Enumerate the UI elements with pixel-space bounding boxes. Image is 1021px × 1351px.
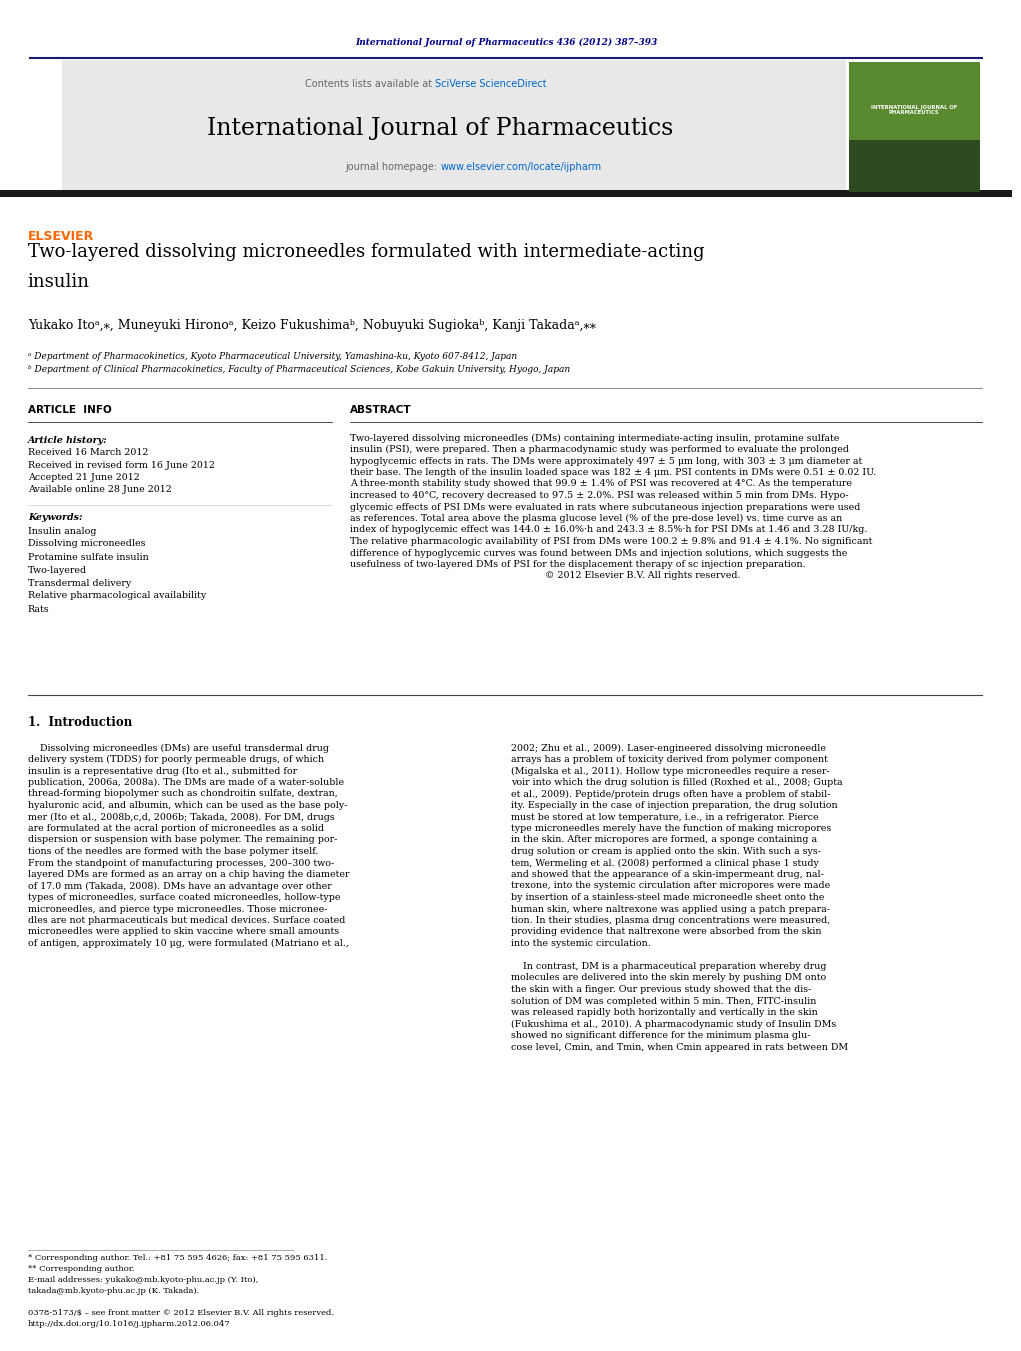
Text: www.elsevier.com/locate/ijpharm: www.elsevier.com/locate/ijpharm [440, 162, 601, 172]
Text: Article history:: Article history: [28, 435, 107, 444]
Text: Relative pharmacological availability: Relative pharmacological availability [28, 592, 206, 600]
Text: solution of DM was completed within 5 min. Then, FITC-insulin: solution of DM was completed within 5 mi… [510, 997, 816, 1005]
Text: Two-layered dissolving microneedles (DMs) containing intermediate-acting insulin: Two-layered dissolving microneedles (DMs… [350, 434, 839, 443]
Text: hyaluronic acid, and albumin, which can be used as the base poly-: hyaluronic acid, and albumin, which can … [28, 801, 347, 811]
Text: providing evidence that naltrexone were absorbed from the skin: providing evidence that naltrexone were … [510, 928, 821, 936]
Text: types of microneedles, surface coated microneedles, hollow-type: types of microneedles, surface coated mi… [28, 893, 340, 902]
Text: ᵇ Department of Clinical Pharmacokinetics, Faculty of Pharmaceutical Sciences, K: ᵇ Department of Clinical Pharmacokinetic… [28, 366, 570, 374]
Text: Received in revised form 16 June 2012: Received in revised form 16 June 2012 [28, 461, 214, 470]
Text: E-mail addresses: yukako@mb.kyoto-phu.ac.jp (Y. Ito),: E-mail addresses: yukako@mb.kyoto-phu.ac… [28, 1275, 258, 1283]
Text: International Journal of Pharmaceutics 436 (2012) 387–393: International Journal of Pharmaceutics 4… [355, 38, 658, 46]
Text: SciVerse ScienceDirect: SciVerse ScienceDirect [435, 78, 547, 89]
Text: of 17.0 mm (Takada, 2008). DMs have an advantage over other: of 17.0 mm (Takada, 2008). DMs have an a… [28, 881, 332, 890]
Text: tem, Wermeling et al. (2008) performed a clinical phase 1 study: tem, Wermeling et al. (2008) performed a… [510, 858, 819, 867]
Text: Dissolving microneedles (DMs) are useful transdermal drug: Dissolving microneedles (DMs) are useful… [28, 743, 329, 753]
Text: drug solution or cream is applied onto the skin. With such a sys-: drug solution or cream is applied onto t… [510, 847, 821, 857]
Text: ABSTRACT: ABSTRACT [350, 405, 411, 415]
Text: Transdermal delivery: Transdermal delivery [28, 578, 131, 588]
Text: Two-layered: Two-layered [28, 566, 87, 574]
Text: was released rapidly both horizontally and vertically in the skin: was released rapidly both horizontally a… [510, 1008, 818, 1017]
Text: ᵃ Department of Pharmacokinetics, Kyoto Pharmaceutical University, Yamashina-ku,: ᵃ Department of Pharmacokinetics, Kyoto … [28, 351, 517, 361]
Text: glycemic effects of PSI DMs were evaluated in rats where subcutaneous injection : glycemic effects of PSI DMs were evaluat… [350, 503, 861, 512]
Bar [62, 59, 845, 190]
Text: publication, 2006a, 2008a). The DMs are made of a water-soluble: publication, 2006a, 2008a). The DMs are … [28, 778, 344, 788]
Text: Received 16 March 2012: Received 16 March 2012 [28, 449, 148, 458]
Text: as references. Total area above the plasma glucose level (% of the pre-dose leve: as references. Total area above the plas… [350, 513, 842, 523]
Text: thread-forming biopolymer such as chondroitin sulfate, dextran,: thread-forming biopolymer such as chondr… [28, 789, 338, 798]
Text: International Journal of Pharmaceutics: International Journal of Pharmaceutics [207, 116, 674, 139]
Text: tions of the needles are formed with the base polymer itself.: tions of the needles are formed with the… [28, 847, 319, 857]
Text: INTERNATIONAL JOURNAL OF
PHARMACEUTICS: INTERNATIONAL JOURNAL OF PHARMACEUTICS [871, 104, 958, 115]
Text: increased to 40°C, recovery decreased to 97.5 ± 2.0%. PSI was released within 5 : increased to 40°C, recovery decreased to… [350, 490, 848, 500]
Text: their base. The length of the insulin loaded space was 182 ± 4 μm. PSI contents : their base. The length of the insulin lo… [350, 467, 876, 477]
Text: Yukako Itoᵃ,⁎, Muneyuki Hironoᵃ, Keizo Fukushimaᵇ, Nobuyuki Sugiokaᵇ, Kanji Taka: Yukako Itoᵃ,⁎, Muneyuki Hironoᵃ, Keizo F… [28, 319, 596, 331]
Text: ELSEVIER: ELSEVIER [28, 231, 94, 243]
Text: (Migalska et al., 2011). Hollow type microneedles require a reser-: (Migalska et al., 2011). Hollow type mic… [510, 766, 829, 775]
Text: tion. In their studies, plasma drug concentrations were measured,: tion. In their studies, plasma drug conc… [510, 916, 830, 925]
Text: Keywords:: Keywords: [28, 513, 83, 523]
Text: type microneedles merely have the function of making micropores: type microneedles merely have the functi… [510, 824, 831, 834]
Text: ity. Especially in the case of injection preparation, the drug solution: ity. Especially in the case of injection… [510, 801, 837, 811]
Bar [848, 141, 980, 192]
Text: (Fukushima et al., 2010). A pharmacodynamic study of Insulin DMs: (Fukushima et al., 2010). A pharmacodyna… [510, 1020, 836, 1028]
Text: journal homepage:: journal homepage: [345, 162, 440, 172]
Text: Accepted 21 June 2012: Accepted 21 June 2012 [28, 473, 140, 481]
Text: delivery system (TDDS) for poorly permeable drugs, of which: delivery system (TDDS) for poorly permea… [28, 755, 324, 765]
Text: layered DMs are formed as an array on a chip having the diameter: layered DMs are formed as an array on a … [28, 870, 349, 880]
Text: Dissolving microneedles: Dissolving microneedles [28, 539, 145, 549]
Text: 0378-5173/$ – see front matter © 2012 Elsevier B.V. All rights reserved.: 0378-5173/$ – see front matter © 2012 El… [28, 1309, 334, 1317]
Text: In contrast, DM is a pharmaceutical preparation whereby drug: In contrast, DM is a pharmaceutical prep… [510, 962, 826, 971]
Text: The relative pharmacologic availability of PSI from DMs were 100.2 ± 9.8% and 91: The relative pharmacologic availability … [350, 536, 872, 546]
Text: ** Corresponding author.: ** Corresponding author. [28, 1265, 135, 1273]
Text: and showed that the appearance of a skin-impermeant drug, nal-: and showed that the appearance of a skin… [510, 870, 824, 880]
Text: cose level, Cmin, and Tmin, when Cmin appeared in rats between DM: cose level, Cmin, and Tmin, when Cmin ap… [510, 1043, 847, 1051]
Text: human skin, where naltrexone was applied using a patch prepara-: human skin, where naltrexone was applied… [510, 905, 830, 913]
Text: the skin with a finger. Our previous study showed that the dis-: the skin with a finger. Our previous stu… [510, 985, 811, 994]
Text: usefulness of two-layered DMs of PSI for the displacement therapy of sc injectio: usefulness of two-layered DMs of PSI for… [350, 561, 806, 569]
Text: in the skin. After micropores are formed, a sponge containing a: in the skin. After micropores are formed… [510, 835, 817, 844]
Text: Two-layered dissolving microneedles formulated with intermediate-acting: Two-layered dissolving microneedles form… [28, 243, 704, 261]
Text: Available online 28 June 2012: Available online 28 June 2012 [28, 485, 172, 493]
Text: * Corresponding author. Tel.: +81 75 595 4626; fax: +81 75 595 6311.: * Corresponding author. Tel.: +81 75 595… [28, 1254, 327, 1262]
Text: hypoglycemic effects in rats. The DMs were approximately 497 ± 5 μm long, with 3: hypoglycemic effects in rats. The DMs we… [350, 457, 863, 466]
Text: voir into which the drug solution is filled (Roxhed et al., 2008; Gupta: voir into which the drug solution is fil… [510, 778, 842, 788]
Text: must be stored at low temperature, i.e., in a refrigerator. Pierce: must be stored at low temperature, i.e.,… [510, 812, 818, 821]
Text: difference of hypoglycemic curves was found between DMs and injection solutions,: difference of hypoglycemic curves was fo… [350, 549, 847, 558]
Text: of antigen, approximately 10 μg, were formulated (Matriano et al.,: of antigen, approximately 10 μg, were fo… [28, 939, 348, 948]
Text: index of hypoglycemic effect was 144.0 ± 16.0%·h and 243.3 ± 8.5%·h for PSI DMs : index of hypoglycemic effect was 144.0 ±… [350, 526, 868, 535]
Text: Insulin analog: Insulin analog [28, 527, 96, 535]
Text: 2002; Zhu et al., 2009). Laser-engineered dissolving microneedle: 2002; Zhu et al., 2009). Laser-engineere… [510, 743, 826, 753]
Text: insulin is a representative drug (Ito et al., submitted for: insulin is a representative drug (Ito et… [28, 766, 297, 775]
Text: showed no significant difference for the minimum plasma glu-: showed no significant difference for the… [510, 1031, 811, 1040]
Text: arrays has a problem of toxicity derived from polymer component: arrays has a problem of toxicity derived… [510, 755, 828, 765]
Text: © 2012 Elsevier B.V. All rights reserved.: © 2012 Elsevier B.V. All rights reserved… [350, 571, 740, 581]
Text: Rats: Rats [28, 604, 49, 613]
Text: From the standpoint of manufacturing processes, 200–300 two-: From the standpoint of manufacturing pro… [28, 858, 334, 867]
Text: dles are not pharmaceuticals but medical devices. Surface coated: dles are not pharmaceuticals but medical… [28, 916, 345, 925]
Text: by insertion of a stainless-steel made microneedle sheet onto the: by insertion of a stainless-steel made m… [510, 893, 824, 902]
Text: microneedles were applied to skin vaccine where small amounts: microneedles were applied to skin vaccin… [28, 928, 339, 936]
Text: insulin: insulin [28, 273, 90, 290]
Text: trexone, into the systemic circulation after micropores were made: trexone, into the systemic circulation a… [510, 881, 830, 890]
Text: insulin (PSI), were prepared. Then a pharmacodynamic study was performed to eval: insulin (PSI), were prepared. Then a pha… [350, 444, 849, 454]
Text: molecules are delivered into the skin merely by pushing DM onto: molecules are delivered into the skin me… [510, 974, 826, 982]
Text: A three-month stability study showed that 99.9 ± 1.4% of PSI was recovered at 4°: A three-month stability study showed tha… [350, 480, 853, 489]
Text: are formulated at the acral portion of microneedles as a solid: are formulated at the acral portion of m… [28, 824, 324, 834]
Text: mer (Ito et al., 2008b,c,d, 2006b; Takada, 2008). For DM, drugs: mer (Ito et al., 2008b,c,d, 2006b; Takad… [28, 812, 335, 821]
Text: ARTICLE  INFO: ARTICLE INFO [28, 405, 111, 415]
Text: et al., 2009). Peptide/protein drugs often have a problem of stabil-: et al., 2009). Peptide/protein drugs oft… [510, 789, 830, 798]
Text: http://dx.doi.org/10.1016/j.ijpharm.2012.06.047: http://dx.doi.org/10.1016/j.ijpharm.2012… [28, 1320, 231, 1328]
Text: Protamine sulfate insulin: Protamine sulfate insulin [28, 553, 148, 562]
Text: takada@mb.kyoto-phu.ac.jp (K. Takada).: takada@mb.kyoto-phu.ac.jp (K. Takada). [28, 1288, 199, 1296]
Text: 1.  Introduction: 1. Introduction [28, 716, 132, 728]
Text: microneedles, and pierce type microneedles. Those micronee-: microneedles, and pierce type microneedl… [28, 905, 328, 913]
Bar [0, 190, 1013, 197]
Text: into the systemic circulation.: into the systemic circulation. [510, 939, 650, 948]
Text: Contents lists available at: Contents lists available at [305, 78, 435, 89]
Bar [848, 62, 980, 192]
Text: dispersion or suspension with base polymer. The remaining por-: dispersion or suspension with base polym… [28, 835, 337, 844]
